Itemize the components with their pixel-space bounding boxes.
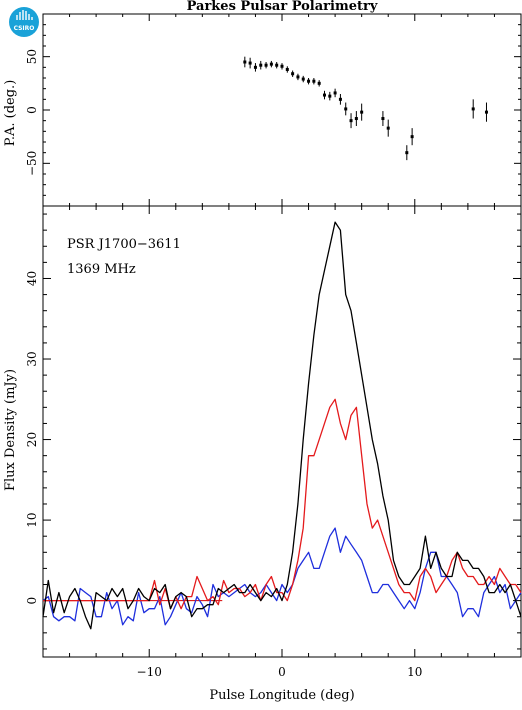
pa-y-axis-label: P.A. (deg.)	[3, 80, 18, 147]
profile-axis-ticks: 0 10 20 30 40 −10 0 10	[25, 206, 522, 679]
profile-y-tick-label: 10	[25, 512, 39, 527]
pa-axis-ticks: −50 0 50	[25, 14, 522, 206]
profile-series	[42, 221, 522, 630]
pa-y-tick-label: −50	[25, 151, 39, 176]
profile-x-tick-label: 10	[407, 665, 422, 679]
pa-point	[333, 88, 337, 98]
pa-point	[280, 63, 284, 70]
profile-y-tick-label: 40	[25, 271, 39, 286]
series-linear-line	[43, 398, 522, 610]
pa-point	[344, 102, 348, 116]
x-axis-label: Pulse Longitude (deg)	[209, 688, 354, 703]
pa-point	[322, 90, 326, 100]
pa-point	[405, 145, 409, 161]
pa-point	[285, 66, 289, 73]
pa-point	[484, 102, 488, 122]
pa-point	[328, 91, 332, 101]
pa-point	[410, 128, 414, 146]
pa-point	[269, 60, 273, 68]
pa-point	[386, 119, 390, 137]
pa-y-tick-label: 0	[25, 106, 39, 114]
pa-point	[275, 62, 279, 69]
pa-point	[317, 80, 321, 87]
logo-badge	[9, 7, 39, 37]
pa-point	[349, 113, 353, 129]
chart-title: Parkes Pulsar Polarimetry	[187, 0, 378, 14]
pa-point	[354, 111, 358, 126]
profile-y-tick-label: 30	[25, 351, 39, 366]
pa-point	[471, 99, 475, 119]
pa-point	[360, 103, 364, 121]
profile-y-axis-label: Flux Density (mJy)	[3, 369, 18, 491]
profile-x-tick-label: 0	[278, 665, 286, 679]
series-total-line	[42, 221, 522, 630]
logo-lines-icon	[16, 10, 33, 20]
pa-point	[243, 56, 247, 68]
pa-point	[338, 94, 342, 105]
pa-panel-frame	[42, 13, 522, 207]
pa-points	[243, 56, 488, 161]
pa-y-tick-label: 50	[25, 49, 39, 64]
pa-point	[253, 63, 257, 72]
pa-point	[248, 57, 252, 69]
profile-x-tick-label: −10	[137, 665, 162, 679]
pa-point	[259, 60, 263, 70]
csiro-logo: CSIRO	[9, 7, 39, 37]
series-circular-line	[42, 527, 522, 626]
pa-point	[301, 75, 305, 83]
profile-y-tick-label: 0	[25, 597, 39, 605]
logo-text: CSIRO	[14, 25, 35, 32]
pa-point	[312, 78, 316, 85]
pa-point	[264, 62, 268, 69]
pa-point	[291, 70, 295, 77]
pa-point	[296, 73, 300, 81]
profile-y-tick-label: 20	[25, 432, 39, 447]
pulsar-name-annotation: PSR J1700−3611	[67, 237, 181, 252]
pa-point	[307, 78, 311, 85]
pa-point	[381, 111, 385, 126]
frequency-annotation: 1369 MHz	[67, 262, 136, 277]
